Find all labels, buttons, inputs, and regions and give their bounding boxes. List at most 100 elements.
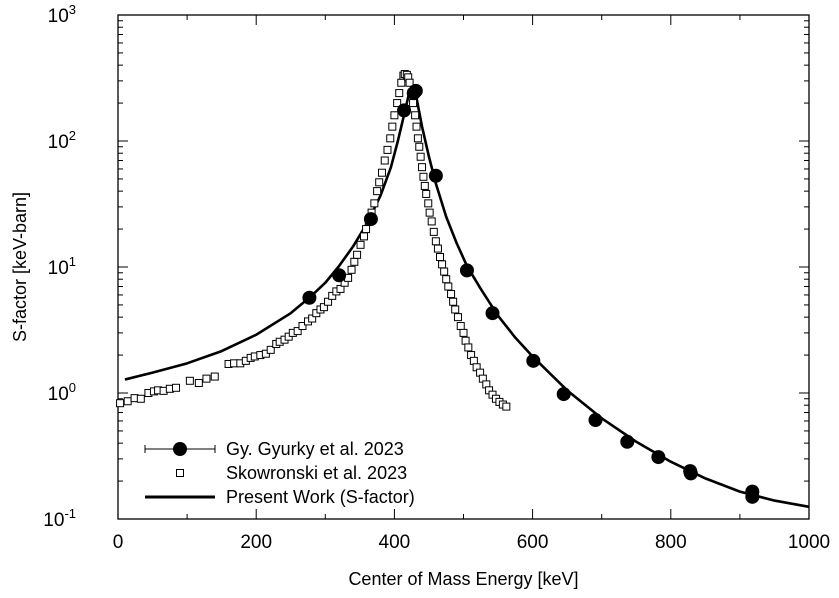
gyurky-point xyxy=(588,413,603,428)
legend-label-gyurky: Gy. Gyurky et al. 2023 xyxy=(226,439,404,459)
skowronski-point xyxy=(451,305,460,314)
legend-label-skowronski: Skowronski et al. 2023 xyxy=(226,463,407,483)
skowronski-point xyxy=(447,290,456,299)
skowronski-point xyxy=(266,345,275,354)
skowronski-point xyxy=(308,314,317,323)
gyurky-point xyxy=(428,168,443,183)
skowronski-point xyxy=(319,303,328,312)
skowronski-point xyxy=(373,187,382,196)
skowronski-point xyxy=(440,267,449,276)
skowronski-point xyxy=(442,275,451,284)
skowronski-point xyxy=(185,376,194,385)
skowronski-point xyxy=(328,291,337,300)
x-tick-label: 600 xyxy=(517,532,549,553)
x-axis-title: Center of Mass Energy [keV] xyxy=(348,569,578,589)
skowronski-point xyxy=(409,99,418,108)
y-tick-exponent: 3 xyxy=(69,2,76,17)
skowronski-point xyxy=(413,134,422,143)
skowronski-point xyxy=(411,111,420,120)
legend-marker-gyurky xyxy=(173,442,187,456)
skowronski-point xyxy=(502,402,511,411)
skowronski-point xyxy=(444,282,453,291)
skowronski-point xyxy=(418,163,427,172)
skowronski-point xyxy=(405,78,414,87)
skowronski-point xyxy=(356,240,365,249)
skowronski-point xyxy=(298,322,307,331)
x-tick-label: 1000 xyxy=(788,532,830,553)
gyurky-point xyxy=(683,466,698,481)
skowronski-point xyxy=(424,199,433,208)
gyurky-point xyxy=(485,306,500,321)
skowronski-point xyxy=(438,260,447,269)
skowronski-point xyxy=(461,336,470,345)
skowronski-point xyxy=(377,168,386,177)
y-tick-label: 10-1 xyxy=(43,506,76,531)
skowronski-point xyxy=(433,244,442,253)
y-tick-exponent: 1 xyxy=(69,254,76,269)
skowronski-point xyxy=(388,122,397,131)
skowronski-point xyxy=(425,208,434,217)
skowronski-point xyxy=(397,78,406,87)
skowronski-point xyxy=(395,89,404,98)
y-tick-label: 100 xyxy=(48,380,76,405)
gyurky-point xyxy=(745,489,760,504)
gyurky-point xyxy=(397,103,412,118)
skowronski-point xyxy=(293,327,302,336)
skowronski-point xyxy=(362,225,371,234)
x-tick-label: 400 xyxy=(379,532,411,553)
skowronski-point xyxy=(429,227,438,236)
x-tick-labels: 0 200 400 600 800 1000 xyxy=(113,532,830,553)
y-axis-title: S-factor [keV-barn] xyxy=(10,192,30,342)
skowronski-point xyxy=(370,199,379,208)
gyurky-point xyxy=(302,290,317,305)
gyurky-point xyxy=(556,387,571,402)
gyurky-point xyxy=(620,434,635,449)
y-tick-label: 102 xyxy=(48,128,76,153)
skowronski-point xyxy=(194,379,203,388)
y-tick-exponent: 2 xyxy=(69,128,76,143)
legend-marker-skowronski xyxy=(176,469,184,477)
skowronski-point xyxy=(383,145,392,154)
gyurky-point xyxy=(459,263,474,278)
legend: Gy. Gyurky et al. 2023 Skowronski et al.… xyxy=(144,439,415,507)
skowronski-point xyxy=(419,172,428,181)
y-tick-label: 101 xyxy=(48,254,76,279)
gyurky-point xyxy=(363,212,378,227)
x-tick-label: 800 xyxy=(655,532,687,553)
skowronski-point xyxy=(422,189,431,198)
y-tick-exponent: -1 xyxy=(64,506,76,521)
data-marks xyxy=(116,70,810,509)
skowronski-point xyxy=(210,372,219,381)
skowronski-point xyxy=(412,122,421,131)
skowronski-point xyxy=(420,181,429,190)
gyurky-point xyxy=(651,450,666,465)
skowronski-point xyxy=(336,284,345,293)
skowronski-point xyxy=(464,343,473,352)
skowronski-point xyxy=(416,152,425,161)
skowronski-point xyxy=(431,237,440,246)
skowronski-point xyxy=(427,217,436,226)
skowronski-point xyxy=(459,328,468,337)
skowronski-point xyxy=(456,322,465,331)
skowronski-point xyxy=(116,399,125,408)
skowronski-point xyxy=(436,253,445,262)
skowronski-point xyxy=(393,99,402,108)
y-tick-label: 103 xyxy=(48,2,76,27)
skowronski-point xyxy=(449,297,458,306)
skowronski-point xyxy=(350,257,359,266)
skowronski-point xyxy=(136,394,145,403)
skowronski-point xyxy=(415,142,424,151)
skowronski-point xyxy=(123,397,132,406)
skowronski-point xyxy=(453,313,462,322)
skowronski-point xyxy=(172,383,181,392)
skowronski-point xyxy=(347,265,356,274)
y-tick-exponent: 0 xyxy=(69,380,76,395)
gyurky-point xyxy=(332,268,347,283)
gyurky-point xyxy=(526,353,541,368)
x-tick-label: 0 xyxy=(113,532,124,553)
gyurky-point xyxy=(408,83,423,98)
skowronski-point xyxy=(386,134,395,143)
skowronski-point xyxy=(202,374,211,383)
